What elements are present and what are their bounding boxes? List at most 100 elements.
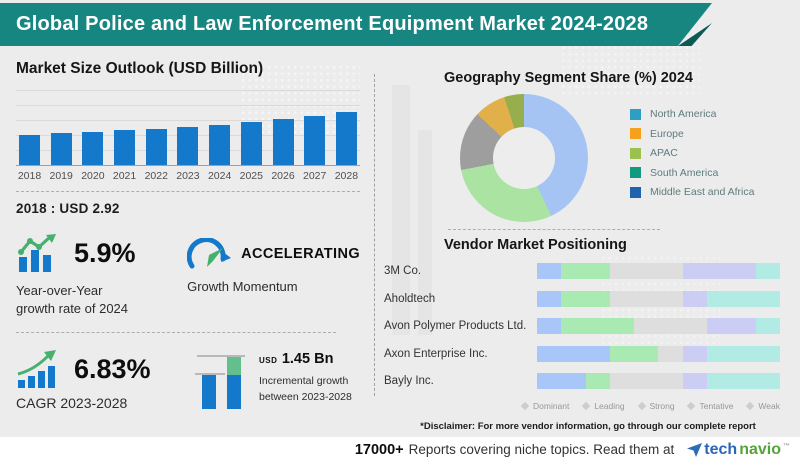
cagr-label: CAGR 2023-2028 xyxy=(16,395,128,412)
segment-dominant xyxy=(537,290,562,307)
market-bar-2027 xyxy=(304,116,326,165)
geography-legend: North America Europe APAC South America Midd… xyxy=(630,108,754,206)
vendor-rows: 3M Co. Aholdtech Avon Polymer Products Ltd… xyxy=(384,263,792,389)
legend-swatch-icon xyxy=(630,147,641,159)
diamond-marker-icon xyxy=(520,401,530,410)
growth-bars-icon xyxy=(18,234,56,272)
segment-dominant xyxy=(537,345,610,362)
momentum-label: Growth Momentum xyxy=(187,279,298,294)
segment-dominant xyxy=(537,318,562,334)
x-tick-2028: 2028 xyxy=(334,170,359,182)
report-count: 17000+ xyxy=(354,441,404,458)
x-tick-2019: 2019 xyxy=(49,170,73,182)
geo-legend-item-2: Europe xyxy=(630,128,754,140)
level-item-weak: Weak xyxy=(746,400,780,411)
disclaimer-text: *Disclaimer: For more vendor information… xyxy=(420,420,756,432)
market-bar-2018 xyxy=(19,135,40,165)
footer-report-text: 17000+ Reports covering niche topics. Rea… xyxy=(354,441,675,458)
stats-row-2: 6.83% CAGR 2023-2028 USD 1.45 Bn Increme… xyxy=(16,350,360,411)
geo-legend-item-1: North America xyxy=(630,108,754,120)
legend-swatch-icon xyxy=(630,128,641,139)
header-banner: Global Police and Law Enforcement Equipm… xyxy=(0,3,712,46)
bar-cell-2023 xyxy=(174,90,201,165)
bar-cell-2021 xyxy=(111,90,138,165)
level-label: Leading xyxy=(594,400,625,411)
divider-dashed xyxy=(448,229,660,230)
technavio-arrow-icon xyxy=(687,442,703,457)
vendor-row-4: Axon Enterprise Inc. xyxy=(384,345,792,362)
level-label: Weak xyxy=(758,400,780,411)
divider-dashed xyxy=(16,191,360,192)
bar-cell-2025 xyxy=(238,90,265,165)
segment-dominant xyxy=(537,373,586,389)
vendor-positioning-bar xyxy=(537,345,780,362)
segment-weak xyxy=(707,373,780,389)
legend-swatch-icon xyxy=(630,167,641,178)
diamond-marker-icon xyxy=(687,401,696,410)
vendor-positioning-bar xyxy=(537,318,780,334)
diamond-marker-icon xyxy=(582,401,591,410)
geo-legend-item-4: South America xyxy=(630,167,754,179)
segment-tentative xyxy=(682,373,708,389)
donut-chart xyxy=(460,94,588,222)
trademark-symbol: ™ xyxy=(783,442,790,450)
level-item-tentative: Tentative xyxy=(687,400,734,411)
stats-row-1: 5.9% Year-over-Year growth rate of 2024 A… xyxy=(16,233,360,317)
growth-momentum-stat: ACCELERATING Growth Momentum xyxy=(187,233,360,317)
segment-weak xyxy=(755,263,780,279)
segment-dominant xyxy=(537,263,562,279)
level-label: Dominant xyxy=(533,400,570,411)
segment-tentative xyxy=(682,345,708,362)
market-bar-2024 xyxy=(209,125,231,165)
level-label: Tentative xyxy=(699,400,734,411)
geography-title: Geography Segment Share (%) 2024 xyxy=(444,70,693,86)
momentum-value: ACCELERATING xyxy=(241,245,360,262)
market-bar-2028 xyxy=(335,112,357,165)
logo-text-navio: navio xyxy=(739,440,781,458)
bar-cell-2019 xyxy=(48,90,75,165)
geo-legend-label: South America xyxy=(650,166,719,179)
segment-tentative xyxy=(682,290,708,307)
incremental-growth-stat: USD 1.45 Bn Incremental growth between 20… xyxy=(195,350,360,411)
vendor-positioning-title: Vendor Market Positioning xyxy=(444,237,627,253)
vendor-name: 3M Co. xyxy=(384,265,422,277)
segment-strong xyxy=(658,345,683,362)
x-tick-2020: 2020 xyxy=(81,170,105,182)
technavio-logo: tech navio ™ xyxy=(687,440,790,458)
positioning-levels-legend: Dominant Leading Strong Tentative Weak xyxy=(520,400,780,411)
vendor-row-5: Bayly Inc. xyxy=(384,373,792,389)
yoy-growth-stat: 5.9% Year-over-Year growth rate of 2024 xyxy=(16,233,187,317)
segment-leading xyxy=(585,373,610,389)
segment-leading xyxy=(561,290,610,307)
level-item-dominant: Dominant xyxy=(520,400,570,411)
donut-hole xyxy=(493,127,555,189)
vendor-name: Bayly Inc. xyxy=(384,375,434,387)
segment-strong xyxy=(634,318,708,334)
level-label: Strong xyxy=(649,400,675,411)
bar-cell-2027 xyxy=(301,90,328,165)
segment-leading xyxy=(561,318,635,334)
legend-swatch-icon xyxy=(630,108,641,120)
geography-vendor-section: Geography Segment Share (%) 2024 North A… xyxy=(384,60,792,432)
incremental-label: Incremental growth between 2023-2028 xyxy=(259,375,352,404)
bar-cell-2022 xyxy=(143,90,170,165)
geo-legend-label: North America xyxy=(650,108,717,120)
incremental-growth-icon xyxy=(195,355,245,410)
vendor-name: Axon Enterprise Inc. xyxy=(384,347,488,360)
segment-weak xyxy=(707,345,780,362)
segment-leading xyxy=(561,263,610,279)
x-tick-2025: 2025 xyxy=(239,170,263,182)
level-item-leading: Leading xyxy=(582,400,625,411)
bar-cell-2026 xyxy=(270,90,297,165)
market-bar-2019 xyxy=(50,133,72,165)
x-axis-labels: 2018 2019 2020 2021 2022 2023 2024 2025 2026 2027… xyxy=(16,170,360,182)
x-tick-2021: 2021 xyxy=(112,170,137,182)
segment-weak xyxy=(707,290,780,307)
incremental-value: USD 1.45 Bn xyxy=(259,351,334,368)
cagr-bars-icon xyxy=(17,350,56,389)
x-tick-2026: 2026 xyxy=(271,170,295,182)
divider-dashed xyxy=(16,332,336,334)
market-bar-2025 xyxy=(240,122,262,165)
bar-cell-2020 xyxy=(79,90,106,165)
vendor-name: Aholdtech xyxy=(384,292,436,305)
